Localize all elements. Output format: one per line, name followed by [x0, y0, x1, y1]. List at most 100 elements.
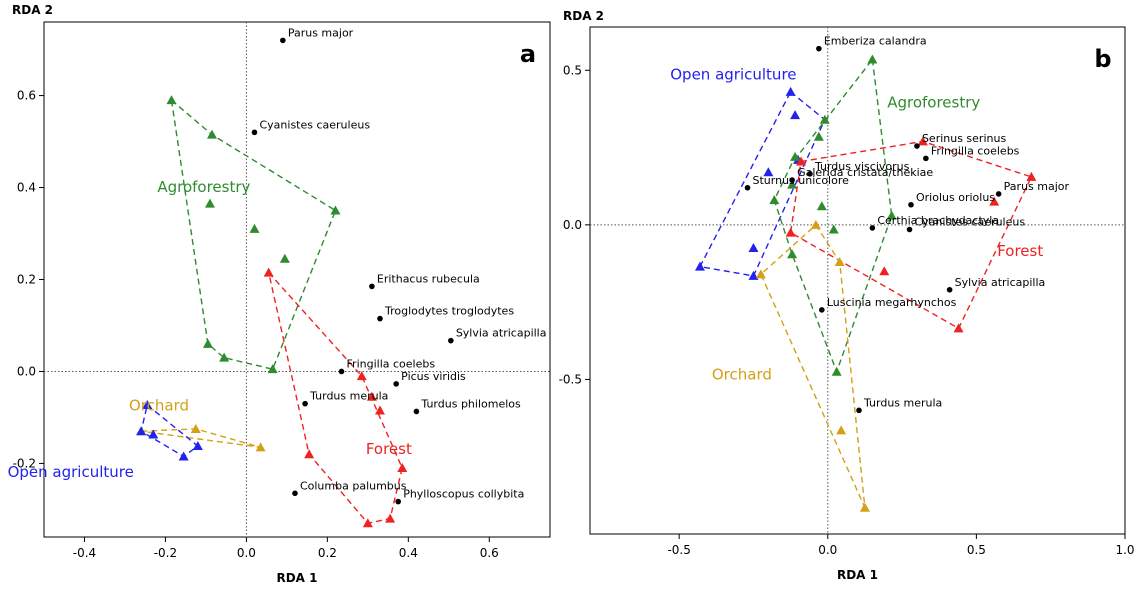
species-point	[280, 37, 286, 44]
group-label-forest: Forest	[997, 242, 1043, 260]
species-point	[413, 408, 420, 415]
species-point	[302, 400, 308, 407]
group-label-orchard: Orchard	[712, 365, 772, 383]
site-point-agroforestry	[867, 54, 878, 64]
site-point-agroforestry	[819, 114, 830, 124]
site-point-forest	[304, 449, 315, 459]
x-tick-label: 0.4	[399, 546, 418, 560]
site-point-agroforestry	[267, 364, 278, 374]
species-label-erithacus-rubecula: Erithacus rubecula	[377, 272, 480, 285]
site-point-orchard	[255, 442, 266, 452]
panel-b: -0.5 0.0 0.5 1.0 -0.5 0.0 0.5 RDA 1 RDA 2 b Emberi…	[559, 9, 1135, 582]
species-label-galerida-cristata-thekiae: Galerida cristata/thekiae	[797, 166, 933, 179]
species-point	[744, 184, 751, 191]
y-tick-label: 0.6	[17, 89, 36, 103]
species-label-fringilla-coelebs: Fringilla coelebs	[347, 357, 436, 370]
plot-frame	[589, 26, 1126, 535]
species-label-turdus-merula: Turdus merula	[863, 396, 942, 409]
site-point-forest	[356, 371, 367, 381]
y-tick-label: -0.2	[13, 456, 36, 470]
species-point	[923, 155, 929, 162]
species-point	[856, 407, 862, 414]
site-point-agroforestry	[831, 366, 842, 376]
site-point-orchard	[190, 423, 201, 433]
site-point-forest	[362, 518, 373, 528]
panel-a: -0.4 -0.2 0.0 0.2 0.4 0.6 -0.2 0.0 0.2 0.4 0.6 RDA …	[8, 3, 551, 585]
species-point	[338, 368, 345, 375]
x-tick-label: 0.5	[967, 543, 986, 557]
species-label-phylloscopus-collybita: Phylloscopus collybita	[403, 488, 524, 501]
y-tick-label: 0.5	[563, 63, 582, 77]
site-point-agroforestry	[813, 131, 824, 141]
species-label-parus-major: Parus major	[288, 26, 354, 39]
y-tick-label: 0.0	[17, 364, 36, 378]
species-label-columba-palumbus: Columba palumbus	[300, 479, 407, 492]
species-point	[906, 226, 913, 233]
site-point-open-agriculture	[790, 110, 801, 120]
x-axis-title: RDA 1	[276, 571, 317, 585]
site-point-forest	[879, 266, 890, 276]
species-label-turdus-philomelos: Turdus philomelos	[420, 397, 521, 410]
x-tick-label: 0.6	[480, 546, 499, 560]
group-orchard	[755, 219, 870, 512]
site-point-agroforestry	[279, 253, 290, 263]
species-point	[914, 143, 920, 149]
species-label-emberiza-calandra: Emberiza calandra	[824, 35, 927, 48]
site-point-forest	[385, 513, 396, 523]
site-point-open-agriculture	[785, 86, 796, 96]
site-point-forest	[953, 323, 964, 333]
y-tick-label: 0.0	[563, 218, 582, 232]
site-point-agroforestry	[886, 210, 897, 220]
site-point-agroforestry	[219, 352, 230, 362]
site-point-forest	[796, 156, 807, 166]
y-axis-title: RDA 2	[563, 9, 604, 23]
species-label-parus-major: Parus major	[1004, 180, 1070, 193]
site-point-open-agriculture	[748, 243, 759, 253]
site-point-open-agriculture	[148, 429, 159, 439]
site-point-forest	[397, 463, 408, 473]
site-point-open-agriculture	[192, 440, 203, 450]
species-point	[292, 490, 298, 497]
species-point	[369, 283, 375, 290]
site-point-open-agriculture	[763, 167, 774, 177]
group-open-agriculture	[136, 400, 203, 461]
y-tick-label: 0.4	[17, 181, 36, 195]
site-point-forest	[989, 196, 1000, 206]
group-label-orchard: Orchard	[129, 397, 189, 415]
species-label-cyanistes-caeruleus: Cyanistes caeruleus	[915, 215, 1026, 228]
site-point-agroforestry	[166, 95, 177, 105]
species-point	[946, 286, 953, 293]
group-agroforestry	[166, 95, 341, 374]
group-agroforestry	[769, 54, 897, 376]
site-point-agroforestry	[202, 338, 213, 348]
hull-orchard	[141, 428, 261, 448]
species-label-turdus-viscivorus: Turdus viscivorus	[814, 160, 910, 173]
site-point-forest	[785, 227, 796, 237]
site-point-agroforestry	[790, 151, 801, 161]
group-label-agroforestry: Agroforestry	[887, 93, 980, 111]
x-tick-label: 0.0	[237, 546, 256, 560]
species-point	[816, 45, 822, 52]
x-tick-label: -0.2	[154, 546, 177, 560]
site-point-agroforestry	[769, 195, 780, 205]
site-point-agroforestry	[787, 179, 798, 189]
x-axis-title: RDA 1	[837, 568, 878, 582]
y-axis-title: RDA 2	[12, 3, 53, 17]
site-point-agroforestry	[204, 198, 215, 208]
species-label-fringilla-coelebs: Fringilla coelebs	[931, 144, 1020, 157]
species-label-sylvia-atricapilla: Sylvia atricapilla	[955, 276, 1046, 289]
site-point-forest	[366, 391, 377, 401]
site-point-orchard	[834, 256, 845, 266]
site-point-agroforestry	[249, 223, 260, 233]
species-layer: Parus major Cyanistes caeruleus Erithacus …	[251, 26, 546, 505]
site-point-forest	[917, 136, 928, 146]
species-point	[395, 498, 402, 505]
site-point-forest	[374, 405, 385, 415]
group-label-open-agriculture: Open agriculture	[8, 463, 134, 481]
species-label-troglodytes-troglodytes: Troglodytes troglodytes	[384, 305, 514, 318]
x-tick-label: 0.2	[318, 546, 337, 560]
species-label-luscinia-megarhynchos: Luscinia megarhynchos	[827, 296, 957, 309]
species-point	[869, 225, 876, 231]
species-label-serinus-serinus: Serinus serinus	[922, 132, 1007, 145]
